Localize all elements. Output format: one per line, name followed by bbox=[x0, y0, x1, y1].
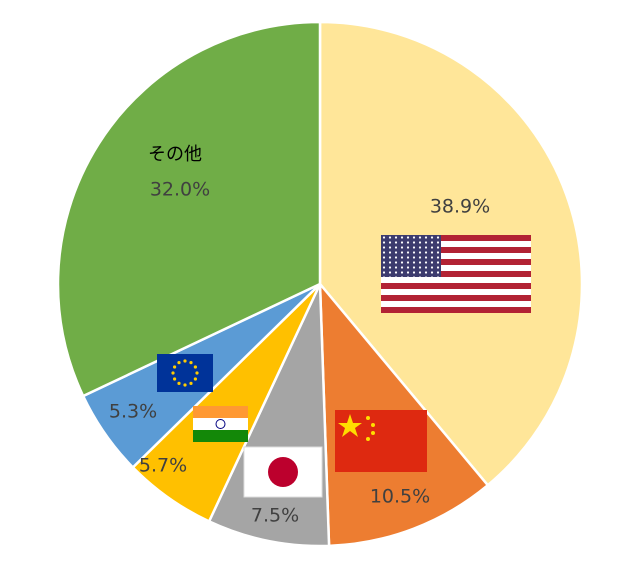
eu-star bbox=[173, 365, 177, 369]
eu-star bbox=[173, 377, 177, 381]
flag-india bbox=[193, 406, 248, 442]
eu-star bbox=[177, 361, 181, 365]
eu-star bbox=[183, 383, 187, 387]
eu-star bbox=[189, 361, 193, 365]
value-label: 10.5% bbox=[370, 486, 430, 508]
labels: 38.9% 10.5% 7.5% 5.7% 5.3% 32.0% その他 bbox=[109, 144, 490, 527]
value-label: 5.3% bbox=[109, 401, 157, 423]
slices bbox=[56, 20, 584, 548]
eu-star bbox=[177, 381, 181, 385]
eu-star bbox=[193, 365, 197, 369]
value-label: 38.9% bbox=[430, 196, 490, 218]
flag-japan bbox=[243, 446, 323, 498]
eu-star bbox=[195, 371, 199, 375]
flags bbox=[157, 235, 531, 498]
flag-eu bbox=[157, 354, 213, 392]
flag-china bbox=[335, 410, 427, 472]
pie-slice bbox=[56, 20, 322, 398]
value-label: 7.5% bbox=[251, 505, 299, 527]
eu-star bbox=[171, 371, 175, 375]
eu-star bbox=[183, 359, 187, 363]
category-label: その他 bbox=[148, 144, 202, 165]
eu-star bbox=[189, 381, 193, 385]
value-label: 32.0% bbox=[150, 179, 210, 201]
eu-star bbox=[193, 377, 197, 381]
value-label: 5.7% bbox=[139, 455, 187, 477]
flag-us bbox=[381, 235, 531, 313]
